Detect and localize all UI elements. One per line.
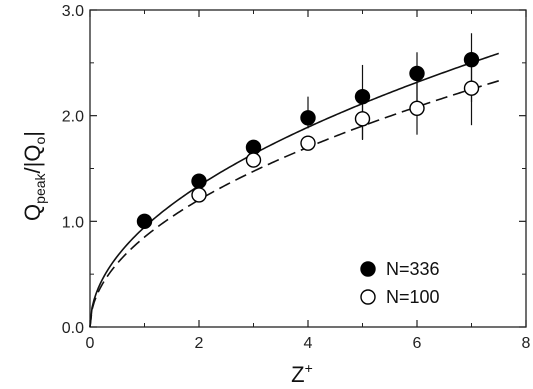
legend-marker — [360, 261, 376, 277]
error-bars — [307, 33, 473, 149]
legend-marker — [360, 289, 376, 305]
y-tick-label: 1.0 — [62, 214, 84, 231]
plot-frame — [89, 9, 527, 328]
plot-frame-rect — [89, 9, 527, 328]
x-tick-label: 2 — [195, 335, 204, 352]
x-tick-label: 4 — [304, 335, 313, 352]
data-point-filled — [409, 65, 425, 82]
legend: N=336 N=100 — [360, 259, 440, 307]
y-tick-label: 2.0 — [62, 109, 84, 126]
data-points — [136, 51, 480, 230]
y-tick-label: 0.0 — [62, 320, 84, 337]
data-point-open — [354, 111, 371, 127]
x-tick-label: 0 — [86, 335, 95, 352]
data-point-filled — [136, 213, 153, 230]
x-tick-label: 8 — [522, 335, 531, 352]
x-tick-label: 6 — [413, 335, 422, 352]
data-point-filled — [300, 110, 316, 126]
data-point-open — [300, 135, 316, 151]
x-axis-label: Z+ — [291, 360, 313, 387]
data-point-open — [463, 80, 480, 96]
data-point-open — [191, 187, 207, 203]
fit-lines — [89, 52, 500, 328]
y-tick-label: 3.0 — [62, 3, 84, 20]
fit-line-n-100 — [89, 80, 499, 328]
data-point-open — [245, 152, 262, 168]
data-point-open — [409, 100, 425, 116]
data-point-filled — [354, 88, 371, 105]
data-point-filled — [191, 173, 207, 189]
fit-line-n-336 — [89, 52, 500, 328]
tick-labels: 0 2 4 6 8 0.0 1.0 2.0 3.0 — [62, 3, 531, 352]
axis-ticks — [89, 9, 527, 328]
y-axis-label: Qpeak/|Qo| — [20, 131, 48, 221]
data-point-filled — [463, 51, 480, 68]
legend-label: N=336 — [386, 259, 440, 279]
legend-label: N=100 — [386, 287, 440, 307]
data-point-filled — [245, 139, 262, 156]
